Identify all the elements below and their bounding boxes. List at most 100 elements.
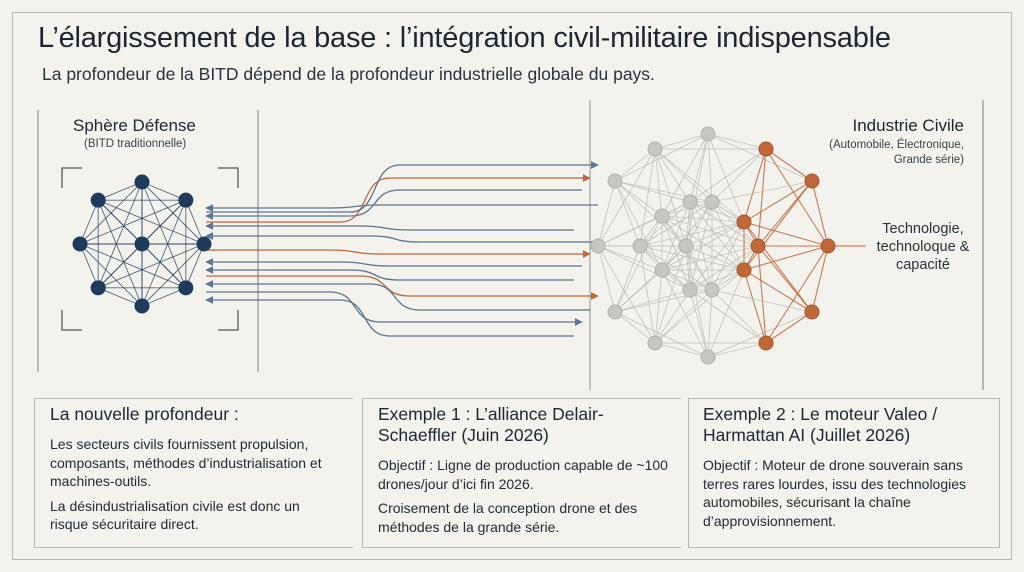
civil-edge (707, 133, 745, 223)
civil-edge-accent (757, 245, 813, 313)
civil-edge-accent (743, 148, 767, 223)
civil-edge (639, 201, 713, 247)
bracket-group (37, 100, 984, 390)
civil-node-accent (804, 173, 820, 189)
civil-node (704, 282, 720, 298)
civil-edge (597, 245, 656, 344)
civil-edge (689, 133, 709, 203)
civil-edge (614, 215, 663, 313)
civil-edge (707, 133, 767, 150)
defense-node (90, 280, 106, 296)
defense-edge (141, 287, 187, 307)
civil-node-accent (736, 214, 752, 230)
civil-edge (711, 180, 813, 203)
civil-edge (614, 180, 691, 203)
defense-edge (97, 181, 143, 201)
defense-node (178, 280, 194, 296)
civil-edge (597, 180, 616, 247)
civil-edge (689, 201, 759, 247)
civil-node (682, 194, 698, 210)
civil-edge (711, 201, 759, 247)
civil-edge (639, 201, 691, 247)
flow-arrow (206, 275, 599, 300)
civil-network-nodes (590, 126, 836, 365)
civil-edge-accent (743, 245, 829, 271)
civil-edge (689, 245, 759, 291)
card-frame-3 (688, 398, 1000, 548)
flow-arrow (205, 204, 598, 212)
civil-node (607, 304, 623, 320)
defense-title: Sphère Défense (73, 116, 196, 135)
civil-edge-accent (757, 245, 767, 344)
civil-edge-accent (811, 180, 829, 247)
civil-edge (689, 148, 767, 203)
civil-node (654, 208, 670, 224)
civil-edge (614, 180, 663, 217)
civil-edge (661, 133, 709, 217)
defense-node (134, 298, 150, 314)
flow-arrow (205, 266, 574, 281)
civil-edge (711, 201, 745, 271)
civil-node (590, 238, 606, 254)
civil-edge (614, 245, 641, 313)
civil-node (700, 349, 716, 365)
flow-arrow (205, 296, 574, 337)
civil-edge (707, 289, 713, 358)
civil-edge (689, 201, 745, 271)
card-title: Exemple 2 : Le moteur Valeo / Harmattan … (703, 404, 938, 445)
civil-edge-accent (743, 180, 813, 271)
defense-edge (79, 243, 99, 289)
flow-arrow (205, 258, 582, 267)
civil-edge (654, 148, 663, 217)
page-title: L’élargissement de la base : l’intégrati… (38, 22, 891, 54)
defense-edge (97, 199, 205, 245)
card-text: Objectif : Moteur de drone souverain san… (703, 457, 967, 529)
civil-node-accent (758, 335, 774, 351)
civil-edge (661, 245, 759, 271)
card-text: La désindustrialisation civile est donc … (50, 497, 300, 533)
civil-edge (711, 148, 767, 203)
civil-edge (614, 245, 687, 313)
defense-edge (97, 199, 143, 307)
civil-node (704, 194, 720, 210)
civil-edge (614, 180, 663, 271)
civil-edge (639, 148, 656, 247)
civil-edge (661, 201, 691, 271)
civil-node-accent (758, 141, 774, 157)
civil-edge (661, 215, 759, 247)
flow-arrow (205, 189, 582, 220)
civil-edge-accent (765, 148, 813, 182)
outer-frame (12, 12, 1012, 560)
card-title: Exemple 1 : L’alliance Delair-Schaeffler… (378, 404, 604, 445)
defense-edge (141, 199, 187, 245)
civil-node-accent (804, 304, 820, 320)
civil-edge (711, 289, 767, 344)
defense-edge (79, 199, 99, 245)
defense-edge (141, 199, 187, 307)
flow-arrow (206, 249, 591, 258)
civil-edge (597, 148, 656, 247)
defense-subtitle: (BITD traditionnelle) (84, 138, 187, 150)
civil-node (700, 126, 716, 142)
civil-edge (639, 221, 745, 247)
card-frame-1 (34, 398, 353, 548)
civil-node-accent (736, 262, 752, 278)
card-example-2: Exemple 2 : Le moteur Valeo / Harmattan … (703, 404, 993, 536)
civil-edge (614, 311, 709, 358)
defense-edge (97, 287, 143, 307)
civil-edge (711, 221, 745, 291)
defense-edge (97, 243, 205, 289)
civil-edge (689, 289, 767, 344)
defense-node (72, 236, 88, 252)
civil-edge (707, 133, 813, 182)
civil-edge (654, 133, 709, 150)
civil-edge (654, 342, 709, 358)
card-text: Croisement de la conception drone et des… (378, 500, 638, 535)
civil-edge (614, 180, 641, 247)
civil-edge-accent (743, 269, 813, 313)
defense-edge (185, 243, 205, 289)
civil-node (647, 335, 663, 351)
civil-edge-accent (765, 148, 829, 247)
defense-edge (141, 181, 187, 289)
